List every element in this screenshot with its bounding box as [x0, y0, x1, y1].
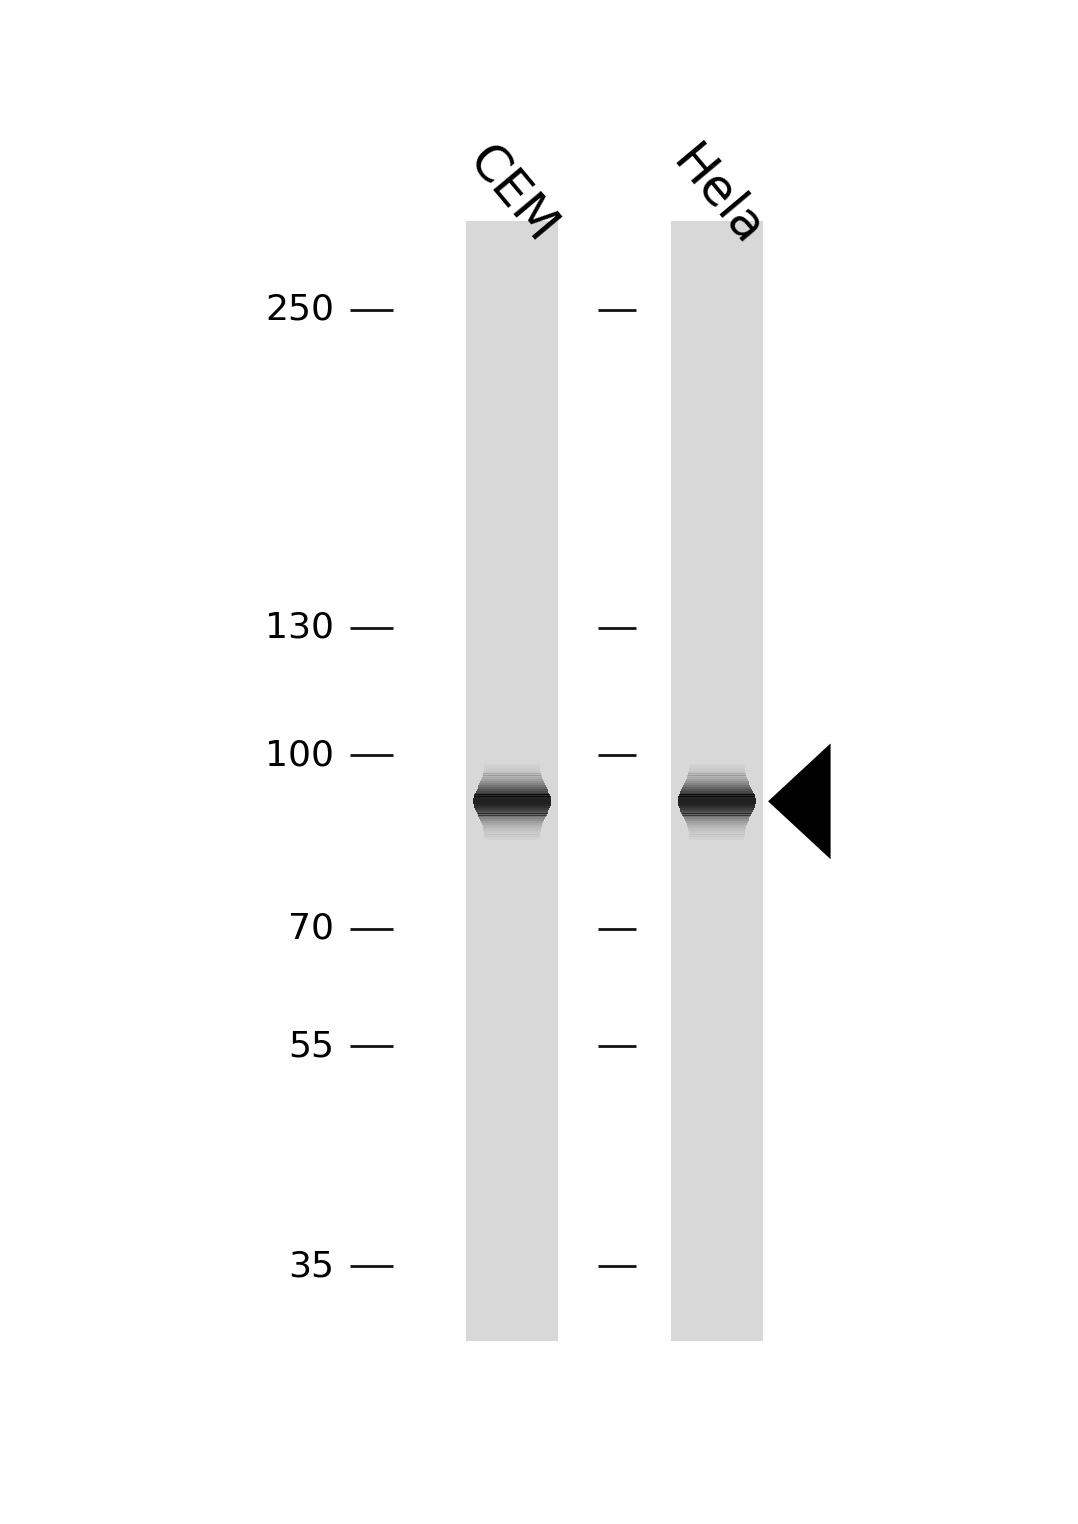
Bar: [476, 789, 548, 791]
Bar: [678, 799, 756, 800]
Bar: [681, 812, 752, 814]
Text: 70: 70: [288, 911, 334, 946]
Text: 55: 55: [288, 1029, 334, 1064]
Bar: [483, 824, 541, 828]
Bar: [687, 777, 747, 779]
Bar: [688, 774, 746, 776]
Bar: [478, 814, 547, 815]
Bar: [483, 774, 541, 776]
Bar: [484, 764, 540, 767]
Bar: [672, 221, 763, 1341]
Bar: [473, 802, 551, 805]
Bar: [679, 808, 755, 809]
Bar: [484, 767, 540, 768]
Bar: [483, 771, 541, 774]
Bar: [680, 791, 754, 792]
Bar: [484, 768, 540, 770]
Bar: [481, 820, 543, 821]
Bar: [479, 785, 545, 786]
Text: 35: 35: [288, 1250, 334, 1283]
Bar: [689, 837, 745, 838]
Bar: [681, 789, 752, 791]
Bar: [473, 799, 551, 800]
Bar: [689, 835, 745, 837]
Bar: [678, 802, 756, 805]
Text: 100: 100: [265, 739, 334, 773]
Bar: [480, 783, 544, 785]
Bar: [679, 806, 755, 808]
Bar: [475, 791, 549, 792]
Bar: [688, 824, 746, 828]
Bar: [679, 794, 755, 797]
Bar: [686, 821, 748, 823]
Bar: [682, 814, 751, 815]
Bar: [682, 786, 751, 789]
Bar: [479, 815, 545, 817]
Bar: [484, 837, 540, 838]
Bar: [689, 838, 745, 840]
Bar: [683, 785, 750, 786]
Bar: [689, 831, 745, 832]
Bar: [481, 782, 543, 783]
Bar: [678, 800, 756, 802]
Bar: [685, 817, 749, 820]
Bar: [484, 838, 540, 840]
Bar: [473, 800, 551, 802]
Polygon shape: [768, 744, 831, 860]
Bar: [480, 817, 544, 820]
Bar: [685, 783, 749, 785]
Bar: [478, 786, 547, 789]
Bar: [688, 828, 746, 829]
Bar: [484, 770, 540, 771]
Bar: [683, 815, 750, 817]
Bar: [481, 821, 543, 823]
Bar: [689, 764, 745, 767]
Bar: [483, 829, 541, 831]
Bar: [689, 767, 745, 768]
Bar: [473, 797, 551, 799]
Bar: [688, 776, 746, 777]
Bar: [686, 782, 748, 783]
Bar: [484, 832, 540, 835]
Bar: [474, 808, 550, 809]
Bar: [688, 829, 746, 831]
Bar: [482, 777, 542, 779]
Bar: [680, 809, 754, 812]
Bar: [475, 809, 549, 812]
Bar: [482, 823, 542, 824]
Bar: [474, 806, 550, 808]
Bar: [678, 805, 756, 806]
Bar: [686, 779, 748, 782]
Bar: [687, 823, 747, 824]
Bar: [481, 779, 543, 782]
Bar: [467, 221, 558, 1341]
Bar: [474, 794, 550, 797]
Bar: [483, 828, 541, 829]
Bar: [679, 792, 755, 794]
Bar: [476, 812, 548, 814]
Bar: [686, 820, 748, 821]
Bar: [474, 792, 550, 794]
Bar: [689, 832, 745, 835]
Bar: [688, 771, 746, 774]
Text: 130: 130: [265, 611, 334, 645]
Bar: [483, 776, 541, 777]
Text: Hela: Hela: [663, 137, 772, 255]
Bar: [689, 770, 745, 771]
Text: CEM: CEM: [458, 137, 565, 251]
Bar: [689, 768, 745, 770]
Bar: [484, 831, 540, 832]
Bar: [473, 805, 551, 806]
Bar: [678, 797, 756, 799]
Bar: [484, 835, 540, 837]
Text: 250: 250: [265, 293, 334, 326]
